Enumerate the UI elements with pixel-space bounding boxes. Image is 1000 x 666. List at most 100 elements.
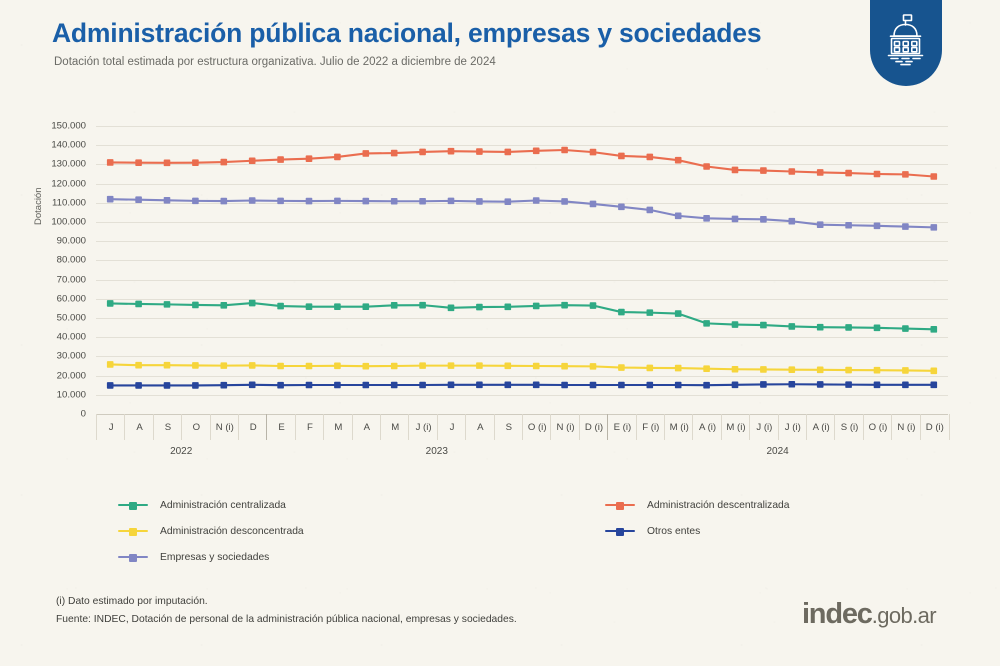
series-line bbox=[110, 363, 934, 372]
data-point-marker bbox=[447, 197, 455, 205]
data-point-marker bbox=[902, 171, 909, 178]
x-tick-label: D bbox=[238, 414, 267, 440]
data-point-marker bbox=[305, 197, 313, 205]
data-point-marker bbox=[362, 197, 370, 205]
data-point-marker bbox=[277, 197, 284, 205]
page-title: Administración pública nacional, empresa… bbox=[52, 18, 762, 48]
data-point-marker bbox=[618, 203, 625, 211]
data-point-marker bbox=[163, 361, 171, 369]
y-tick-label: 50.000 bbox=[56, 312, 86, 324]
data-point-marker bbox=[277, 156, 284, 163]
data-point-marker bbox=[220, 302, 228, 309]
data-point-marker bbox=[334, 153, 341, 161]
data-point-marker bbox=[192, 362, 199, 369]
data-point-marker bbox=[703, 365, 710, 372]
data-point-marker bbox=[760, 321, 767, 329]
gridline bbox=[96, 375, 948, 377]
data-point-marker bbox=[390, 381, 398, 389]
data-point-marker bbox=[760, 366, 767, 373]
data-point-marker bbox=[192, 197, 199, 205]
y-axis-ticks: 0 10.000 20.000 30.000 40.000 50.000 60.000 70.… bbox=[22, 0, 86, 666]
data-point-marker bbox=[589, 302, 597, 309]
data-point-marker bbox=[192, 382, 199, 389]
data-point-marker bbox=[873, 366, 881, 374]
data-point-marker bbox=[703, 320, 710, 327]
data-point-marker bbox=[305, 155, 313, 162]
data-point-marker bbox=[504, 303, 512, 311]
legend-item[interactable]: Administración desconcentrada bbox=[118, 520, 304, 542]
x-tick-label: J bbox=[436, 414, 466, 440]
series-administraci-n-desconcentrada bbox=[106, 361, 938, 375]
data-point-marker bbox=[220, 197, 228, 205]
data-point-marker bbox=[163, 159, 171, 167]
x-tick-label: E (i) bbox=[607, 414, 636, 440]
data-point-marker bbox=[873, 222, 881, 230]
y-tick-label: 140.000 bbox=[51, 139, 86, 151]
data-point-marker bbox=[277, 362, 284, 370]
indec-wordmark: indec.gob.ar bbox=[802, 598, 937, 631]
data-point-marker bbox=[305, 381, 313, 389]
data-point-marker bbox=[419, 301, 426, 309]
data-point-marker bbox=[845, 221, 852, 229]
data-point-marker bbox=[362, 150, 370, 157]
data-point-marker bbox=[646, 206, 654, 214]
series-administraci-n-centralizada bbox=[106, 299, 938, 333]
y-tick-label: 80.000 bbox=[56, 254, 86, 266]
legend-item[interactable]: Administración descentralizada bbox=[605, 494, 790, 516]
legend-label: Empresas y sociedades bbox=[160, 551, 270, 563]
x-axis-year-label: 2022 bbox=[170, 445, 193, 457]
x-tick-label: A bbox=[124, 414, 153, 440]
data-point-marker bbox=[305, 362, 313, 370]
data-point-marker bbox=[504, 198, 512, 205]
data-point-marker bbox=[532, 381, 540, 389]
data-point-marker bbox=[816, 323, 824, 331]
y-tick-label: 70.000 bbox=[56, 274, 86, 286]
x-tick-label: O (i) bbox=[862, 414, 892, 440]
data-point-marker bbox=[390, 197, 398, 205]
data-point-marker bbox=[646, 153, 654, 161]
x-tick-label: S bbox=[493, 414, 523, 440]
legend-item[interactable]: Empresas y sociedades bbox=[118, 546, 304, 568]
y-tick-label: 130.000 bbox=[51, 158, 86, 170]
data-point-marker bbox=[135, 300, 142, 308]
data-point-marker bbox=[419, 148, 426, 156]
data-point-marker bbox=[930, 224, 938, 231]
legend-item[interactable]: Otros entes bbox=[605, 520, 790, 542]
data-point-marker bbox=[930, 173, 938, 180]
legend-label: Administración centralizada bbox=[160, 499, 286, 511]
data-point-marker bbox=[192, 301, 199, 309]
y-tick-label: 120.000 bbox=[51, 178, 86, 190]
data-point-marker bbox=[902, 325, 909, 332]
data-point-marker bbox=[220, 381, 228, 389]
data-point-marker bbox=[816, 381, 824, 388]
data-point-marker bbox=[476, 303, 483, 311]
series-line bbox=[110, 383, 934, 387]
y-tick-label: 90.000 bbox=[56, 235, 86, 247]
data-point-marker bbox=[845, 324, 852, 331]
data-point-marker bbox=[646, 364, 654, 372]
x-tick-label: J (i) bbox=[749, 414, 778, 440]
data-point-marker bbox=[902, 223, 909, 230]
data-point-marker bbox=[561, 362, 568, 370]
data-point-marker bbox=[561, 381, 568, 389]
data-point-marker bbox=[163, 301, 171, 308]
legend-swatch-icon bbox=[118, 499, 148, 511]
gridline bbox=[96, 298, 948, 300]
data-point-marker bbox=[135, 382, 142, 389]
series-administraci-n-descentralizada bbox=[106, 146, 938, 180]
page-subtitle: Dotación total estimada por estructura o… bbox=[54, 56, 496, 69]
x-tick-label: M (i) bbox=[664, 414, 693, 440]
x-tick-label: D (i) bbox=[919, 414, 950, 440]
x-tick-label: A bbox=[465, 414, 494, 440]
gridline bbox=[96, 145, 948, 147]
data-point-marker bbox=[589, 381, 597, 389]
data-point-marker bbox=[106, 159, 114, 166]
gridline bbox=[96, 356, 948, 358]
legend-item[interactable]: Administración centralizada bbox=[118, 494, 304, 516]
data-point-marker bbox=[589, 148, 597, 156]
x-tick-label: A (i) bbox=[692, 414, 721, 440]
data-point-marker bbox=[930, 367, 938, 375]
x-tick-label: O (i) bbox=[522, 414, 551, 440]
gridline bbox=[96, 260, 948, 262]
